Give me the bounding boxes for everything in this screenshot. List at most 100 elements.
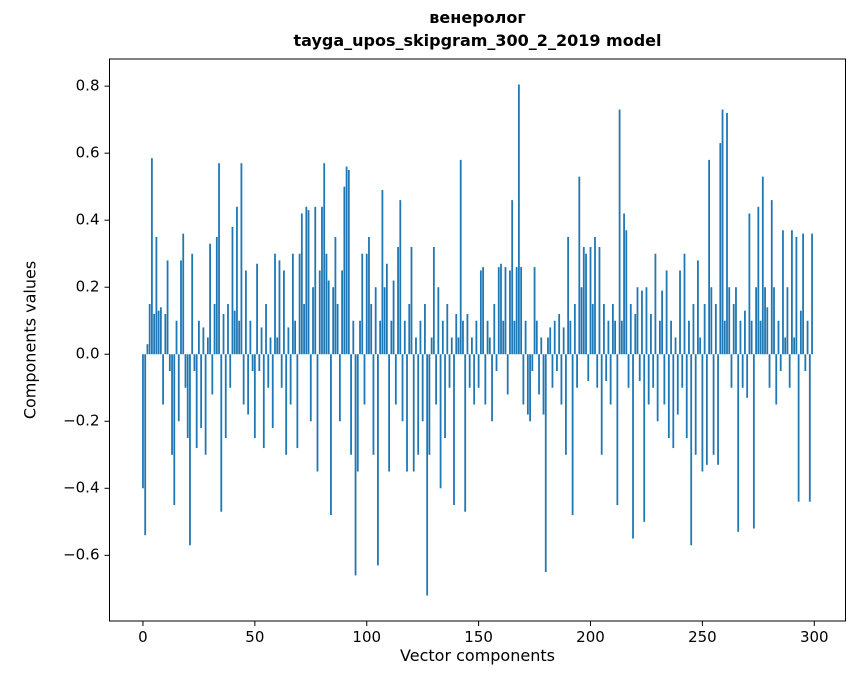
bar [705,354,708,465]
bar [665,270,668,355]
y-tick-label: 0.2 [75,277,100,296]
bar [397,247,399,355]
bar [415,337,417,355]
bar [459,159,462,355]
bar [256,263,258,355]
bar [162,354,164,405]
bar [265,303,267,355]
bar [345,166,348,355]
y-axis-label: Components values [20,260,40,420]
bar [542,354,545,415]
bar [667,354,670,439]
bar [726,112,728,355]
bar [777,320,780,355]
x-tick-label: 50 [245,628,265,646]
bar [611,303,614,355]
bar [410,247,413,355]
bar [515,267,518,355]
bar [215,236,218,355]
bar [571,354,574,516]
bar [580,287,583,355]
bar [224,354,227,439]
bar [656,354,659,422]
bar [314,206,317,355]
bar [204,354,207,455]
bar [307,210,310,355]
x-tick-label: 150 [464,628,493,646]
bar [439,354,442,489]
bar [775,354,778,405]
bar [227,303,229,355]
bar [558,314,561,355]
bar [276,337,279,355]
bar [457,337,460,355]
bar [370,303,373,355]
bar [441,320,444,355]
bar [692,303,695,355]
bar [466,314,469,355]
axis-ticks [104,85,815,626]
bar [647,354,650,405]
bar [735,287,737,355]
bar [643,354,646,522]
bar [620,320,623,355]
bar [600,354,603,455]
bar [811,233,813,355]
bar [732,303,735,355]
bar [482,267,484,355]
bar [180,260,182,355]
bar [262,354,265,449]
bar [336,303,339,355]
bar [683,253,686,355]
bar [802,233,804,355]
bar [157,310,160,355]
bar [761,176,764,355]
bar [453,354,455,506]
bar [200,354,203,428]
bar [768,354,771,388]
bar [323,163,326,355]
bar [419,320,422,355]
bar [502,320,505,355]
bar [697,260,699,355]
bar [589,247,592,355]
bar [468,354,471,388]
bar [408,303,411,355]
bar [737,354,740,532]
bar [627,354,630,388]
bar [730,354,733,388]
bar [341,270,344,355]
bar [681,354,684,388]
bar [752,354,755,529]
bar [560,354,563,405]
bar [694,354,697,455]
bar [177,354,180,422]
bar [385,263,388,355]
bar [218,163,220,355]
bar [249,320,252,355]
bar [699,337,702,355]
bar [209,243,211,355]
bar [531,354,534,371]
bar [538,354,540,395]
axes-box [109,58,846,622]
bar [251,354,254,371]
bar [195,354,198,449]
bar [202,327,205,355]
bar [670,320,672,355]
bar [582,247,585,355]
bar [325,253,328,355]
bar [625,230,628,355]
bar [303,303,305,355]
bar [654,253,657,355]
x-tick-label: 250 [688,628,717,646]
bar [688,320,690,355]
bar [233,310,236,355]
bar [444,354,446,439]
bar [585,253,587,355]
bar [298,253,301,355]
bar [652,354,655,388]
bar [493,303,496,355]
bar [576,354,578,388]
